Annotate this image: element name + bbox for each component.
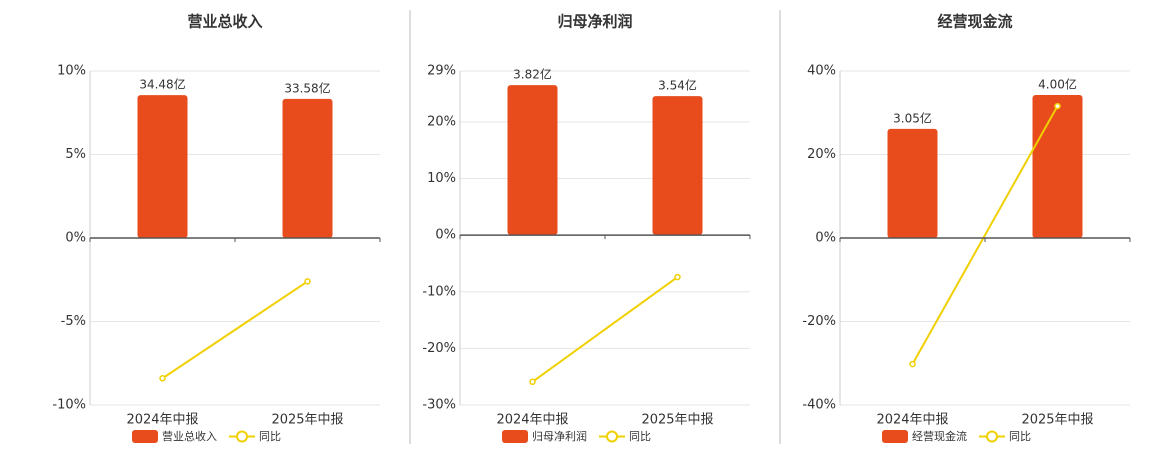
bar: [507, 85, 558, 235]
y-tick-label: 0%: [435, 228, 456, 243]
y-tick-label: -20%: [422, 341, 456, 356]
bar: [652, 96, 703, 235]
y-tick-label: 0%: [815, 231, 836, 246]
value-label: 34.48亿: [139, 77, 185, 92]
bar: [1032, 94, 1083, 238]
point: [1054, 102, 1061, 110]
line: [911, 105, 1059, 365]
x-tick-label: 2025年中报: [641, 413, 713, 428]
point: [529, 378, 536, 386]
x-tick-label: 2024年中报: [496, 413, 568, 428]
bar: [137, 95, 188, 238]
point: [674, 273, 681, 281]
bar: [887, 128, 938, 238]
legend-label: 同比: [629, 430, 651, 443]
y-tick-label: 40%: [807, 64, 836, 79]
x-tick-label: 2025年中报: [1021, 413, 1093, 428]
line: [161, 280, 309, 380]
point: [159, 375, 166, 382]
chart-title: 经营现金流: [937, 13, 1012, 31]
legend-label: 归母净利润: [532, 429, 587, 443]
value-label: 3.05亿: [893, 110, 932, 125]
legend-label: 营业总收入: [162, 429, 217, 443]
chart-title: 营业总收入: [187, 13, 262, 31]
y-tick-label: 20%: [427, 114, 456, 129]
legend-label: 同比: [259, 430, 281, 443]
y-tick-label: 20%: [807, 147, 836, 162]
y-tick-label: -10%: [422, 284, 456, 299]
legend-swatch: [986, 430, 998, 443]
y-tick-label: 10%: [427, 171, 456, 186]
legend-swatch: [132, 430, 158, 443]
y-tick-label: -40%: [802, 398, 836, 413]
x-tick-label: 2025年中报: [271, 413, 343, 428]
value-label: 4.00亿: [1038, 76, 1077, 91]
y-tick-label: 29%: [427, 64, 456, 79]
value-label: 33.58亿: [284, 80, 330, 95]
point: [909, 360, 916, 368]
x-tick-label: 2024年中报: [126, 413, 198, 428]
legend-swatch: [502, 430, 528, 443]
y-tick-label: -5%: [61, 314, 86, 329]
legend-label: 同比: [1009, 430, 1031, 443]
point: [304, 278, 311, 285]
legend-swatch: [882, 430, 908, 443]
value-label: 3.54亿: [658, 78, 697, 93]
value-label: 3.82亿: [513, 67, 552, 82]
legend-label: 经营现金流: [912, 429, 967, 443]
legend-swatch: [236, 430, 248, 443]
bar: [282, 98, 333, 239]
y-tick-label: -10%: [52, 398, 86, 413]
y-tick-label: 10%: [57, 64, 86, 79]
line: [531, 276, 679, 383]
x-tick-label: 2024年中报: [876, 413, 948, 428]
y-tick-label: -30%: [422, 398, 456, 413]
chart-title: 归母净利润: [557, 13, 632, 31]
legend-swatch: [606, 430, 618, 443]
y-tick-label: 0%: [65, 231, 86, 246]
y-tick-label: -20%: [802, 314, 836, 329]
y-tick-label: 5%: [65, 147, 86, 162]
